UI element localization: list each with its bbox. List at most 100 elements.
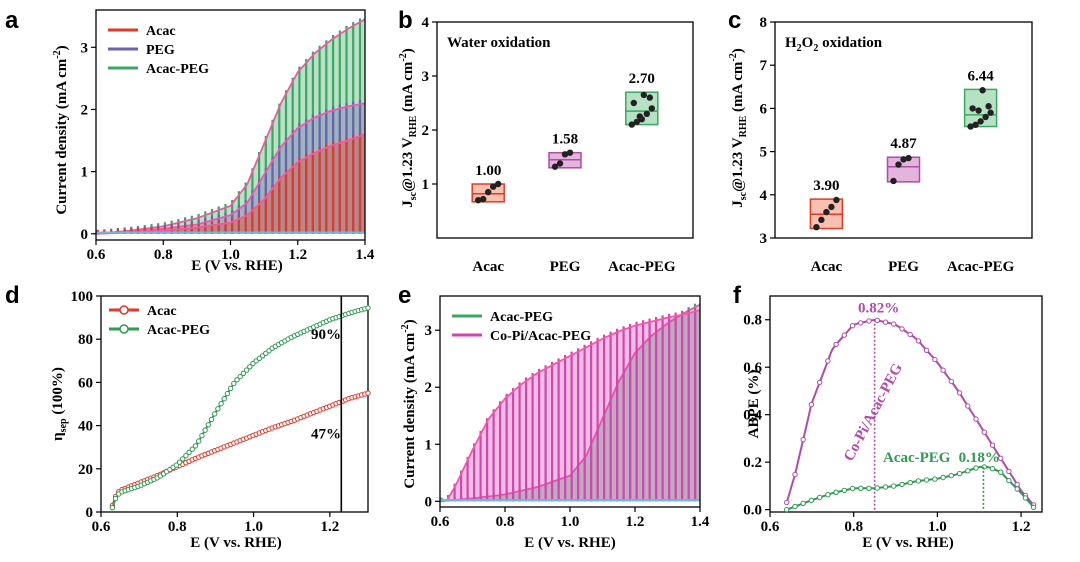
panel-e-legend-label: Co-Pi/Acac-PEG (490, 329, 591, 344)
panel-a: a 0.6 0.8 1.0 1.2 1.4 0 1 2 3 Acac PEG Acac-PEG E (… (5, 7, 375, 274)
panel-d-series-marker (221, 396, 227, 402)
panel-c-data-point (987, 109, 994, 116)
panel-f-series-marker (882, 484, 889, 490)
panel-letter-f: f (733, 282, 742, 309)
panel-f-series-marker (882, 319, 889, 325)
panel-e-ytick-label: 3 (425, 323, 433, 339)
panel-f-series-marker (1014, 486, 1020, 492)
panel-a-xtick-label: 1.4 (356, 247, 375, 263)
panel-d-series-marker (212, 411, 218, 417)
panel-b-data-point (628, 121, 635, 128)
panel-b-ytick-label: 3 (422, 69, 430, 85)
panel-d-series-marker (240, 370, 247, 376)
panel-c-data-point (900, 156, 907, 163)
panel-d-series-marker (224, 390, 231, 397)
panel-letter-b: b (398, 7, 413, 34)
panel-b-frame (436, 21, 694, 239)
panel-e-xtick-label: 1.0 (561, 514, 580, 530)
panel-f-series-marker (808, 497, 815, 503)
panel-b-data-point (566, 149, 574, 156)
panel-f-series-label-copi: Co-Pi/Acac-PEG (841, 361, 906, 464)
panel-d-series-marker (192, 443, 199, 449)
panel-c-data-point (985, 103, 992, 110)
panel-e-data-layer (440, 303, 700, 503)
panel-b-data-point (485, 188, 492, 196)
panel-f-series-marker (1030, 504, 1037, 510)
panel-d-series-marker (199, 432, 205, 439)
panel-e: e 0.6 0.8 1.0 1.2 1.4 0 1 2 3 Acac-PEG Co-Pi/Acac-… (398, 282, 710, 551)
panel-d-ytick-label: 60 (78, 375, 93, 391)
panel-c-data-point (890, 177, 897, 185)
panel-b-data-point (495, 180, 502, 188)
panel-f-series-marker (858, 485, 864, 491)
panel-b: b 1 2 3 4 1.00 Acac 1.58 PEG 2.70 Acac-PEG Water … (398, 7, 694, 275)
panel-c-data-point (905, 154, 912, 162)
panel-c-ytick-label: 4 (760, 188, 768, 204)
panel-f-series-marker (932, 476, 938, 482)
panel-f-series-marker (989, 466, 996, 472)
panel-f-series-marker (973, 416, 979, 422)
panel-d-legend-marker (119, 305, 129, 315)
panel-f-series-marker (948, 472, 954, 479)
panel-f-series-marker (874, 317, 880, 323)
panel-c-data-point (969, 105, 976, 112)
panel-a-ylabel: Current density (mA cm-2) (52, 45, 70, 214)
panel-f-series-marker (817, 379, 823, 386)
panel-a-xtick-label: 0.6 (87, 247, 106, 263)
panel-a-series-envelope (96, 102, 365, 235)
panel-b-data-point (643, 110, 650, 118)
panel-c-category-label: Acac (811, 259, 843, 275)
panel-f-series-marker (956, 390, 963, 396)
panel-f-series-marker (998, 469, 1004, 475)
panel-d-ylabel: ηsep (100%) (50, 367, 69, 441)
panel-d-ytick-label: 100 (71, 289, 94, 305)
panel-f-series-marker (915, 478, 922, 484)
panel-f-ytick-label: 0.8 (743, 313, 762, 329)
panel-c-category-label: Acac-PEG (947, 259, 1015, 275)
panel-f-series-marker (907, 479, 913, 486)
panel-f-series-marker (932, 356, 938, 363)
panel-f-series-marker (784, 506, 790, 513)
panel-f-series-marker (1006, 477, 1012, 484)
panel-b-ytick-label: 2 (422, 123, 430, 139)
panel-f-series-marker (965, 468, 971, 474)
panel-e-xtick-label: 1.4 (691, 514, 710, 530)
panel-d-series-marker (218, 401, 224, 407)
panel-c-data-point (828, 203, 835, 211)
panel-f-ytick-label: 0.2 (743, 455, 762, 471)
panel-f-series-marker (940, 474, 946, 481)
panel-f-series-marker (841, 487, 847, 494)
panel-e-series-envelope (445, 309, 700, 502)
panel-a-ytick-label: 1 (81, 165, 89, 181)
panel-d-series-marker (365, 305, 371, 311)
panel-f-series-marker (833, 489, 839, 495)
panel-d-series-marker (208, 416, 215, 423)
panel-c-data-point (818, 216, 825, 224)
panel-f-series-marker (899, 326, 905, 332)
panel-d-series-marker (237, 373, 243, 380)
panel-f-series-line (786, 465, 1035, 511)
panel-b-title: Water oxidation (447, 35, 551, 51)
panel-d-xtick-label: 1.2 (320, 519, 339, 535)
panel-a-legend-label: PEG (146, 43, 175, 58)
panel-f-ytick-label: 0.4 (743, 408, 762, 424)
panel-f-series-marker (1022, 495, 1029, 501)
panel-d-series-marker (186, 449, 192, 456)
panel-b-category-label: Acac-PEG (608, 259, 676, 275)
panel-d-xtick-label: 0.8 (168, 519, 187, 535)
panel-letter-a: a (5, 7, 19, 34)
panel-c-data-point (833, 196, 840, 204)
panel-a-xlabel: E (V vs. RHE) (191, 258, 282, 274)
panel-a-ytick-label: 3 (81, 40, 89, 56)
panel-c-data-point (975, 107, 982, 114)
panel-f-series-marker (981, 429, 987, 435)
panel-c-title: H2O2 oxidation (785, 35, 883, 54)
panel-b-data-point (480, 195, 487, 203)
panel-c-category-label: PEG (888, 259, 919, 275)
panel-c-data-point (982, 113, 989, 121)
panel-f-series-marker (849, 323, 856, 329)
panel-f-series-marker (923, 477, 930, 483)
panel-f-plot: 0.6 0.8 1.0 1.2 0.0 0.2 0.4 0.6 0.8 0.82% Co-Pi/Ac… (743, 295, 1043, 535)
panel-a-ytick-label: 2 (81, 102, 89, 118)
panel-a-xtick-label: 1.2 (288, 247, 307, 263)
